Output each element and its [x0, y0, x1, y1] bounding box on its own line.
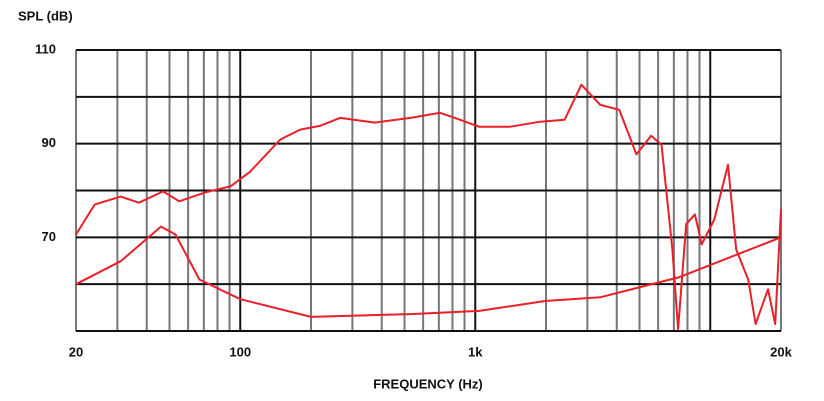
x-tick-label: 20k	[770, 344, 792, 359]
series-line	[75, 83, 782, 331]
y-tick-label: 70	[42, 229, 56, 244]
x-tick-label: 1k	[468, 344, 483, 359]
x-tick-label: 20	[69, 344, 83, 359]
x-axis-label: FREQUENCY (Hz)	[373, 376, 483, 391]
y-tick-label: 110	[35, 41, 56, 56]
y-tick-label: 90	[42, 135, 56, 150]
y-axis-label: SPL (dB)	[18, 8, 73, 23]
series-line	[75, 225, 782, 318]
x-tick-label: 100	[229, 344, 251, 359]
